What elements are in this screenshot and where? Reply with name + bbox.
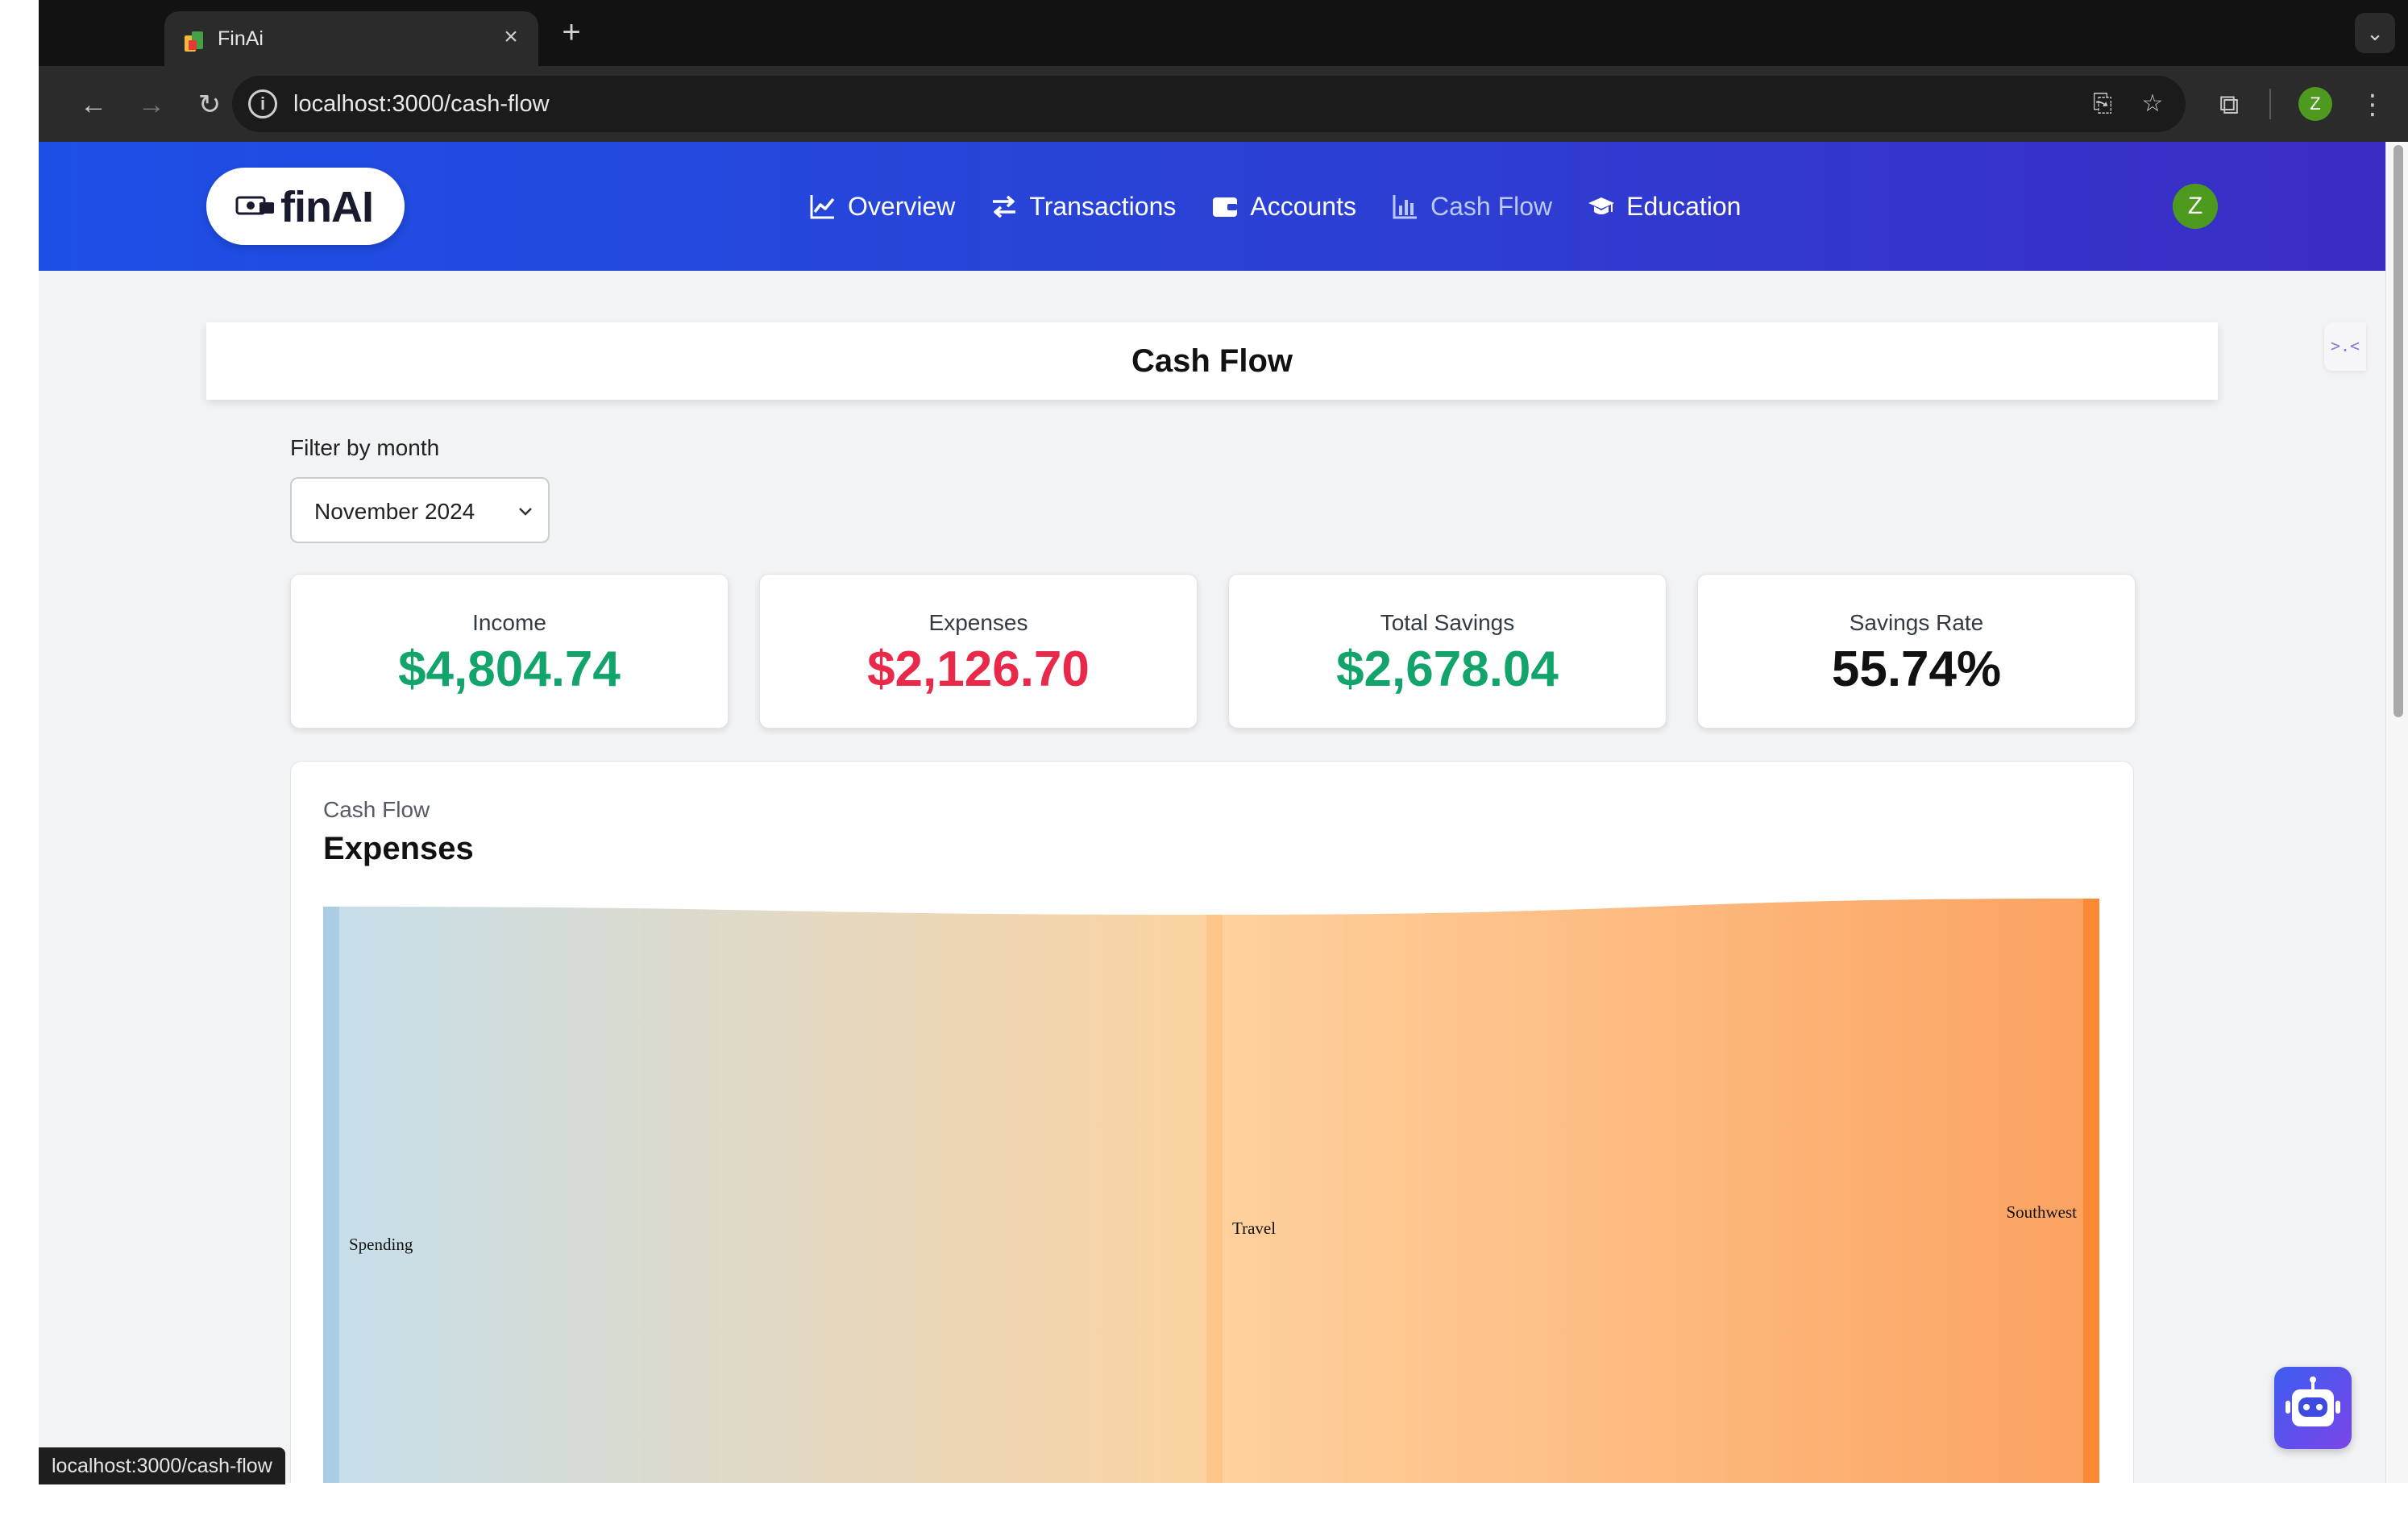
main-nav: Overview Transactions Accounts — [809, 187, 1741, 226]
total-savings-value: $2,678.04 — [1336, 642, 1559, 697]
logo-text: finAI — [280, 183, 374, 231]
page-scrollbar[interactable] — [2385, 142, 2408, 1483]
income-value: $4,804.74 — [398, 642, 621, 697]
bar-chart-icon — [1393, 195, 1417, 219]
star-icon[interactable]: ☆ — [2141, 90, 2164, 117]
more-vert-icon[interactable]: ⋮ — [2359, 89, 2386, 120]
side-panel-toggle[interactable]: >.< — [2324, 322, 2366, 371]
robot-icon — [2286, 1376, 2340, 1426]
money-logo-icon — [235, 196, 274, 215]
nav-label-accounts: Accounts — [1250, 191, 1356, 221]
nav-label-education: Education — [1626, 191, 1742, 221]
install-app-icon[interactable]: ⎘ — [2093, 90, 2112, 117]
info-icon[interactable]: i — [248, 89, 277, 118]
app-logo[interactable]: finAI — [206, 168, 405, 245]
browser-tab-bar: FinAi × + ⌄ — [39, 0, 2408, 66]
stat-label: Income — [472, 610, 546, 635]
sankey-label-southwest: Southwest — [2006, 1202, 2077, 1222]
tab-search-chevron-icon[interactable]: ⌄ — [2355, 13, 2395, 53]
wallet-icon — [1213, 197, 1238, 217]
sankey-link-travel-southwest[interactable] — [1223, 899, 2083, 1483]
nav-item-accounts[interactable]: Accounts — [1211, 187, 1356, 226]
finai-favicon-icon — [185, 31, 203, 52]
tab-close-icon[interactable]: × — [504, 23, 518, 50]
reload-icon[interactable]: ↻ — [197, 89, 222, 120]
filter-label: Filter by month — [290, 435, 440, 460]
sankey-node-travel[interactable] — [1206, 915, 1223, 1483]
nav-label-transactions: Transactions — [1029, 191, 1177, 221]
stat-label: Savings Rate — [1849, 610, 1984, 635]
sankey-node-southwest[interactable] — [2083, 899, 2099, 1483]
chart-line-icon — [810, 195, 835, 219]
graduation-cap-icon — [1588, 197, 1615, 214]
address-bar[interactable]: i localhost:3000/cash-flow ⎘ ☆ — [232, 76, 2186, 132]
cash-flow-chart-card: Cash Flow Expenses Spending Travel South… — [290, 761, 2134, 1483]
income-card: Income $4,804.74 — [290, 574, 729, 729]
sankey-label-spending: Spending — [349, 1235, 413, 1254]
extensions-icon[interactable]: ⧉ — [2219, 89, 2240, 120]
browser-toolbar: ← → ↻ i localhost:3000/cash-flow ⎘ ☆ ⧉ Z… — [39, 66, 2408, 142]
browser-tab[interactable]: FinAi × — [164, 11, 538, 66]
page-title-card: Cash Flow — [206, 322, 2218, 400]
stat-label: Expenses — [928, 610, 1028, 635]
browser-profile-avatar[interactable]: Z — [2298, 87, 2332, 121]
savings-rate-card: Savings Rate 55.74% — [1697, 574, 2136, 729]
address-url[interactable]: localhost:3000/cash-flow — [293, 91, 550, 117]
stat-label: Total Savings — [1380, 610, 1515, 635]
total-savings-card: Total Savings $2,678.04 — [1228, 574, 1667, 729]
link-status-bubble: localhost:3000/cash-flow — [39, 1447, 285, 1484]
app-navbar: finAI Overview Transactions — [39, 142, 2385, 271]
user-avatar[interactable]: Z — [2173, 184, 2218, 229]
page-title: Cash Flow — [1131, 343, 1293, 379]
forward-arrow-icon[interactable]: → — [138, 89, 165, 120]
month-select-value: November 2024 — [314, 499, 475, 524]
nav-item-transactions[interactable]: Transactions — [990, 187, 1176, 226]
nav-item-cash-flow[interactable]: Cash Flow — [1392, 187, 1552, 226]
chatbot-button[interactable] — [2274, 1367, 2352, 1449]
sankey-node-spending[interactable] — [323, 907, 339, 1483]
sankey-link-spending-travel[interactable] — [339, 907, 1210, 1483]
page-viewport: finAI Overview Transactions — [39, 142, 2408, 1483]
month-select[interactable]: November 2024 — [290, 477, 550, 543]
sankey-label-travel: Travel — [1232, 1219, 1276, 1238]
chart-heading: Expenses — [323, 831, 474, 866]
nav-label-overview: Overview — [848, 191, 956, 221]
chart-eyebrow: Cash Flow — [323, 797, 430, 822]
chevron-down-icon — [519, 508, 532, 516]
arrows-exchange-icon — [993, 195, 1016, 218]
savings-rate-value: 55.74% — [1831, 642, 2002, 697]
scrollbar-thumb[interactable] — [2393, 145, 2403, 717]
nav-item-education[interactable]: Education — [1588, 187, 1741, 226]
nav-label-cash-flow: Cash Flow — [1430, 191, 1553, 221]
tab-title: FinAi — [218, 27, 264, 50]
toolbar-separator — [2269, 89, 2271, 119]
new-tab-icon[interactable]: + — [562, 15, 581, 50]
nav-item-overview[interactable]: Overview — [809, 187, 955, 226]
expenses-value: $2,126.70 — [867, 642, 1090, 697]
sankey-chart: Spending Travel Southwest — [323, 899, 2099, 1483]
expenses-card: Expenses $2,126.70 — [759, 574, 1198, 729]
back-arrow-icon[interactable]: ← — [80, 89, 107, 120]
